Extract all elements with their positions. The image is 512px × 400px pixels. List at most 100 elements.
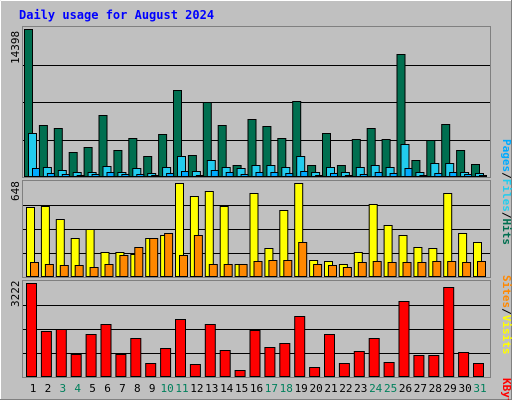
x-tick-label: 19 [295, 382, 308, 395]
legend-pages: Pages [500, 139, 512, 172]
x-tick-label: 12 [190, 382, 203, 395]
x-tick-label: 27 [414, 382, 427, 395]
bar-kbytes-day-8 [130, 338, 142, 377]
bar-pages-day-16 [255, 172, 264, 177]
bar-kbytes-day-7 [115, 354, 127, 377]
legend-sep-3: / [500, 308, 512, 315]
bar-pages-day-27 [419, 175, 428, 177]
bar-sites-day-27 [417, 262, 427, 277]
top-legend: Pages/Files/Hits [500, 139, 512, 245]
legend-visits: Visits [500, 315, 512, 355]
x-tick-label: 17 [265, 382, 278, 395]
bar-sites-day-18 [283, 260, 293, 277]
x-tick-label: 9 [149, 382, 156, 395]
legend-kbytes: KBytes [500, 378, 512, 400]
bar-kbytes-day-17 [264, 347, 276, 377]
x-tick-label: 28 [429, 382, 442, 395]
bar-sites-day-21 [328, 265, 337, 277]
bar-kbytes-day-11 [175, 319, 186, 377]
x-tick-label: 3 [59, 382, 66, 395]
x-tick-label: 4 [74, 382, 81, 395]
bar-kbytes-day-19 [294, 316, 306, 377]
x-tick-label: 16 [250, 382, 263, 395]
bar-kbytes-day-23 [353, 351, 365, 377]
x-axis-labels: 1 2 3 4 5 6 7 8 9 10 11 12 13 14 15 16 17 18 19 20 21 22 23 24 2… [30, 382, 487, 395]
bar-kbytes-day-16 [249, 330, 261, 377]
x-tick-label: 22 [339, 382, 352, 395]
bar-sites-day-14 [223, 264, 233, 277]
bar-pages-day-30 [464, 174, 473, 177]
bar-pages-day-25 [389, 173, 398, 177]
bar-hits-day-3 [53, 128, 63, 177]
x-tick-label: 24 [369, 382, 383, 395]
bar-pages-day-11 [181, 171, 189, 177]
x-tick-label: 30 [458, 382, 471, 395]
middle-legend: Sites/Visits [500, 275, 512, 355]
bar-pages-day-13 [210, 170, 219, 177]
bar-sites-day-2 [44, 264, 54, 277]
kbytes-ymax-label: 3222 [9, 281, 22, 308]
bar-kbytes-day-20 [309, 367, 321, 377]
bar-kbytes-day-15 [234, 370, 246, 377]
bar-pages-day-19 [300, 171, 309, 177]
bar-sites-day-22 [342, 267, 352, 277]
bar-pages-day-28 [434, 173, 443, 177]
bar-pages-day-12 [195, 175, 204, 177]
bar-sites-day-25 [387, 262, 397, 277]
x-tick-label: 5 [89, 382, 96, 395]
bar-sites-day-3 [59, 265, 69, 277]
bar-pages-day-14 [225, 172, 234, 177]
bar-kbytes-day-12 [189, 364, 201, 377]
bar-pages-day-22 [344, 175, 353, 177]
bar-kbytes-day-25 [383, 362, 395, 377]
bar-sites-day-30 [462, 262, 472, 277]
x-tick-label: 10 [160, 382, 173, 395]
x-tick-label: 23 [354, 382, 367, 395]
x-tick-label: 25 [384, 382, 397, 395]
x-tick-label: 7 [119, 382, 126, 395]
bar-sites-day-10 [164, 233, 174, 277]
bar-sites-day-13 [208, 264, 218, 277]
bar-kbytes-day-13 [204, 324, 216, 377]
bar-kbytes-day-1 [26, 283, 37, 377]
legend-files: Files [500, 179, 512, 212]
bar-sites-day-20 [313, 264, 323, 277]
bar-pages-day-21 [330, 173, 338, 177]
bar-kbytes-day-6 [100, 324, 112, 377]
x-tick-label: 21 [324, 382, 337, 395]
bar-sites-day-11 [179, 255, 188, 277]
x-tick-label: 18 [280, 382, 293, 395]
legend-sites: Sites [500, 275, 512, 308]
bottom-legend: KBytes [500, 378, 512, 400]
x-tick-label: 26 [399, 382, 412, 395]
bar-pages-day-10 [166, 173, 175, 177]
bar-kbytes-day-26 [398, 301, 410, 377]
bar-pages-day-6 [106, 172, 115, 177]
bar-sites-day-31 [477, 261, 486, 277]
bar-sites-day-15 [238, 264, 248, 277]
legend-sep-2: / [500, 212, 512, 219]
bar-pages-day-20 [315, 175, 324, 177]
bar-kbytes-day-5 [85, 334, 97, 377]
chart-title: Daily usage for August 2024 [19, 8, 214, 22]
bar-kbytes-day-31 [473, 363, 484, 377]
bar-sites-day-28 [432, 261, 442, 277]
bar-kbytes-day-18 [279, 343, 291, 377]
bar-sites-day-1 [30, 262, 39, 277]
bar-pages-day-5 [91, 174, 100, 177]
x-tick-label: 2 [45, 382, 52, 395]
bar-pages-day-31 [479, 175, 487, 177]
x-tick-label: 8 [134, 382, 141, 395]
x-tick-label: 13 [205, 382, 218, 395]
bar-kbytes-day-2 [40, 331, 52, 377]
x-tick-label: 6 [104, 382, 111, 395]
x-tick-label: 20 [309, 382, 322, 395]
bar-kbytes-day-14 [219, 350, 231, 377]
x-tick-label: 15 [235, 382, 248, 395]
legend-sep-1: / [500, 172, 512, 179]
bar-kbytes-day-3 [55, 329, 67, 377]
bar-pages-day-24 [374, 172, 383, 177]
bar-kbytes-day-22 [338, 363, 350, 377]
x-tick-label: 29 [444, 382, 457, 395]
